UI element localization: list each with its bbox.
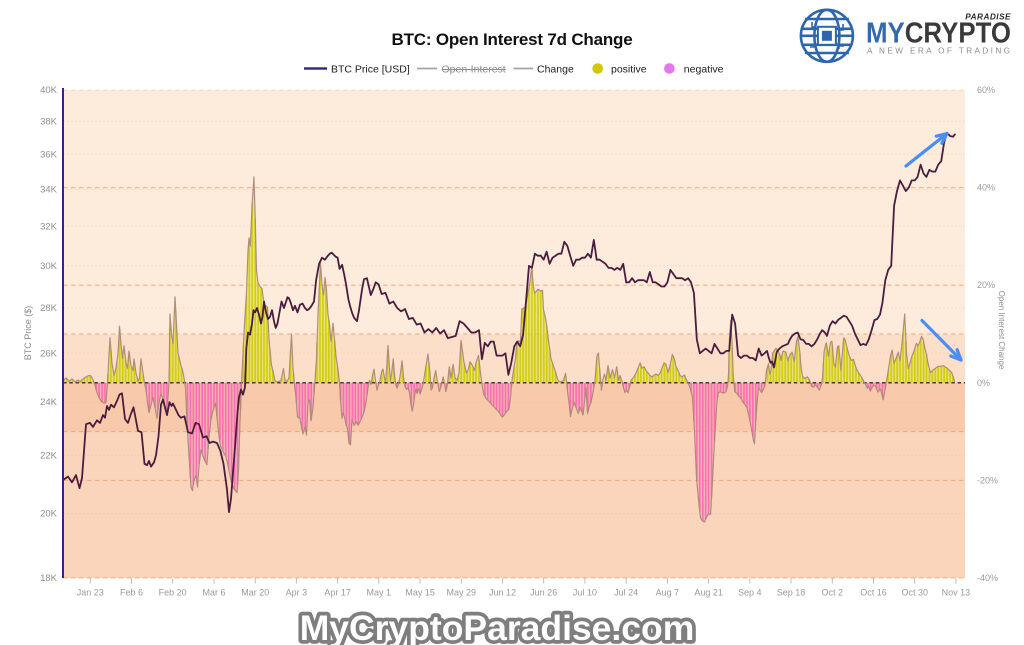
svg-text:36K: 36K [40,149,58,160]
svg-text:40K: 40K [40,85,58,96]
svg-text:26K: 26K [40,348,58,359]
svg-text:34K: 34K [40,184,58,195]
svg-text:BTC Price [USD]: BTC Price [USD] [331,64,410,76]
svg-text:24K: 24K [40,397,58,408]
svg-text:Jul 24: Jul 24 [614,588,638,598]
svg-text:Mar 6: Mar 6 [202,588,225,598]
svg-text:32K: 32K [40,221,58,232]
svg-text:28K: 28K [40,303,58,314]
svg-text:Aug 7: Aug 7 [656,588,680,598]
svg-text:18K: 18K [40,573,58,584]
svg-text:40%: 40% [977,183,995,193]
svg-text:22K: 22K [40,450,58,461]
svg-text:A NEW ERA OF TRADING: A NEW ERA OF TRADING [867,47,1010,56]
svg-text:May 15: May 15 [405,588,435,598]
svg-text:May 29: May 29 [447,588,477,598]
svg-text:Apr 3: Apr 3 [286,588,308,598]
svg-text:60%: 60% [977,85,995,95]
svg-text:Jan 23: Jan 23 [77,588,104,598]
svg-text:Jul 10: Jul 10 [573,588,597,598]
svg-text:Oct 30: Oct 30 [901,588,928,598]
svg-text:Sep 18: Sep 18 [777,588,806,598]
svg-text:BTC Price ($): BTC Price ($) [23,306,33,361]
svg-text:0%: 0% [977,378,990,388]
svg-text:Jun 26: Jun 26 [530,588,557,598]
svg-text:Open-Interest: Open-Interest [442,64,506,76]
svg-text:Nov 13: Nov 13 [942,588,971,598]
svg-text:Apr 17: Apr 17 [324,588,351,598]
svg-text:30K: 30K [40,261,58,272]
svg-text:Oct 2: Oct 2 [822,588,844,598]
svg-text:-40%: -40% [977,573,998,583]
svg-text:Feb 20: Feb 20 [159,588,187,598]
svg-text:38K: 38K [40,116,58,127]
svg-text:-20%: -20% [977,475,998,485]
svg-text:MyCryptoParadise.com: MyCryptoParadise.com [300,608,695,645]
svg-text:20K: 20K [40,509,58,520]
svg-text:Jun 12: Jun 12 [489,588,516,598]
svg-text:20%: 20% [977,280,995,290]
svg-text:Oct 16: Oct 16 [860,588,887,598]
svg-text:positive: positive [611,64,647,76]
svg-text:BTC: Open Interest 7d Change: BTC: Open Interest 7d Change [392,30,633,49]
svg-text:May 1: May 1 [367,588,392,598]
svg-text:MYCRYPTO: MYCRYPTO [866,18,1011,50]
svg-text:Open Interest Change: Open Interest Change [997,291,1006,370]
svg-text:Aug 21: Aug 21 [694,588,723,598]
svg-text:PARADISE: PARADISE [965,13,1011,22]
svg-text:Mar 20: Mar 20 [241,588,269,598]
svg-text:Feb 6: Feb 6 [120,588,143,598]
svg-text:Sep 4: Sep 4 [738,588,762,598]
svg-text:negative: negative [684,64,724,76]
svg-text:Change: Change [537,64,574,76]
